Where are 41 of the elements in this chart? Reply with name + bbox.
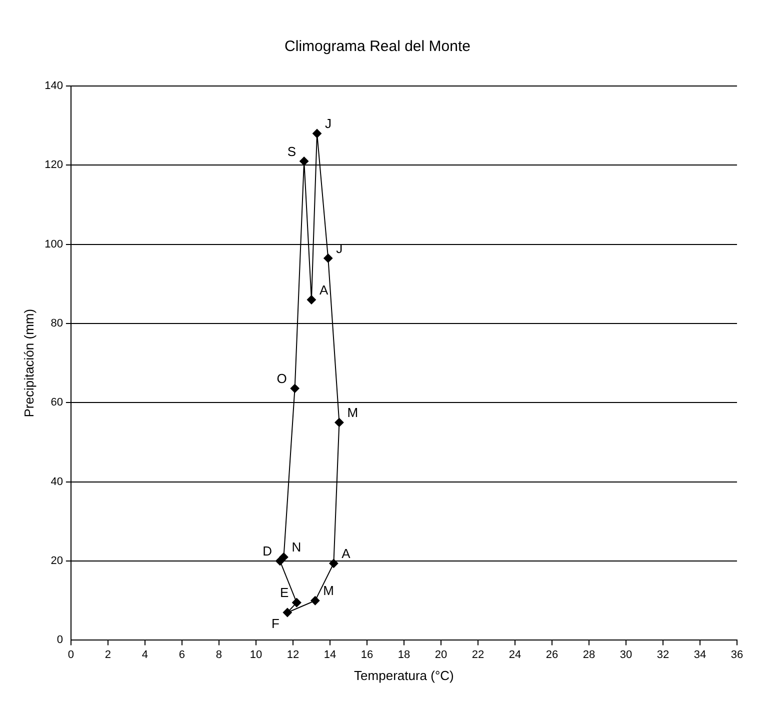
annotation: A [319, 282, 328, 298]
y-tick-label: 100 [44, 238, 63, 250]
x-tick-label: 28 [582, 648, 596, 661]
annotation: A [342, 546, 351, 561]
annotation: F [271, 616, 280, 632]
y-axis-title: Precipitación (mm) [21, 308, 36, 418]
y-tick-label: 20 [50, 555, 63, 568]
y-tick-label: 0 [56, 634, 63, 646]
x-tick-label: 0 [68, 648, 74, 661]
x-tick-label: 6 [178, 648, 186, 661]
y-tick-label: 140 [44, 80, 63, 92]
x-tick-label: 10 [250, 648, 262, 661]
annotation: D [262, 544, 272, 559]
x-axis-title: Temperatura (°C) [354, 668, 454, 683]
annotation: M [323, 583, 334, 598]
x-tick-label: 12 [286, 648, 300, 661]
annotation: J [325, 116, 332, 132]
x-tick-label: 34 [694, 648, 706, 661]
x-tick-label: 32 [656, 648, 670, 661]
x-tick-label: 22 [472, 648, 484, 661]
x-tick-label: 26 [546, 648, 558, 661]
annotation: S [287, 144, 296, 159]
x-tick-label: 18 [398, 648, 410, 661]
x-tick-label: 24 [508, 648, 522, 661]
y-tick-label: 80 [50, 318, 63, 330]
x-tick-label: 36 [730, 648, 744, 661]
y-tick-label: 120 [44, 159, 63, 172]
annotation: M [347, 405, 358, 420]
y-tick-label: 60 [50, 396, 63, 409]
y-tick-label: 40 [50, 476, 63, 488]
x-tick-label: 16 [360, 648, 374, 661]
x-tick-label: 4 [142, 648, 148, 661]
annotation: N [292, 540, 302, 555]
x-tick-label: 2 [104, 648, 112, 661]
x-tick-label: 8 [216, 648, 222, 661]
x-tick-label: 30 [620, 648, 632, 661]
x-tick-label: 14 [324, 648, 336, 661]
annotation: O [276, 371, 287, 386]
x-tick-label: 20 [434, 648, 448, 661]
chart-title: Climograma Real del Monte [284, 38, 470, 56]
annotation: E [280, 585, 289, 600]
